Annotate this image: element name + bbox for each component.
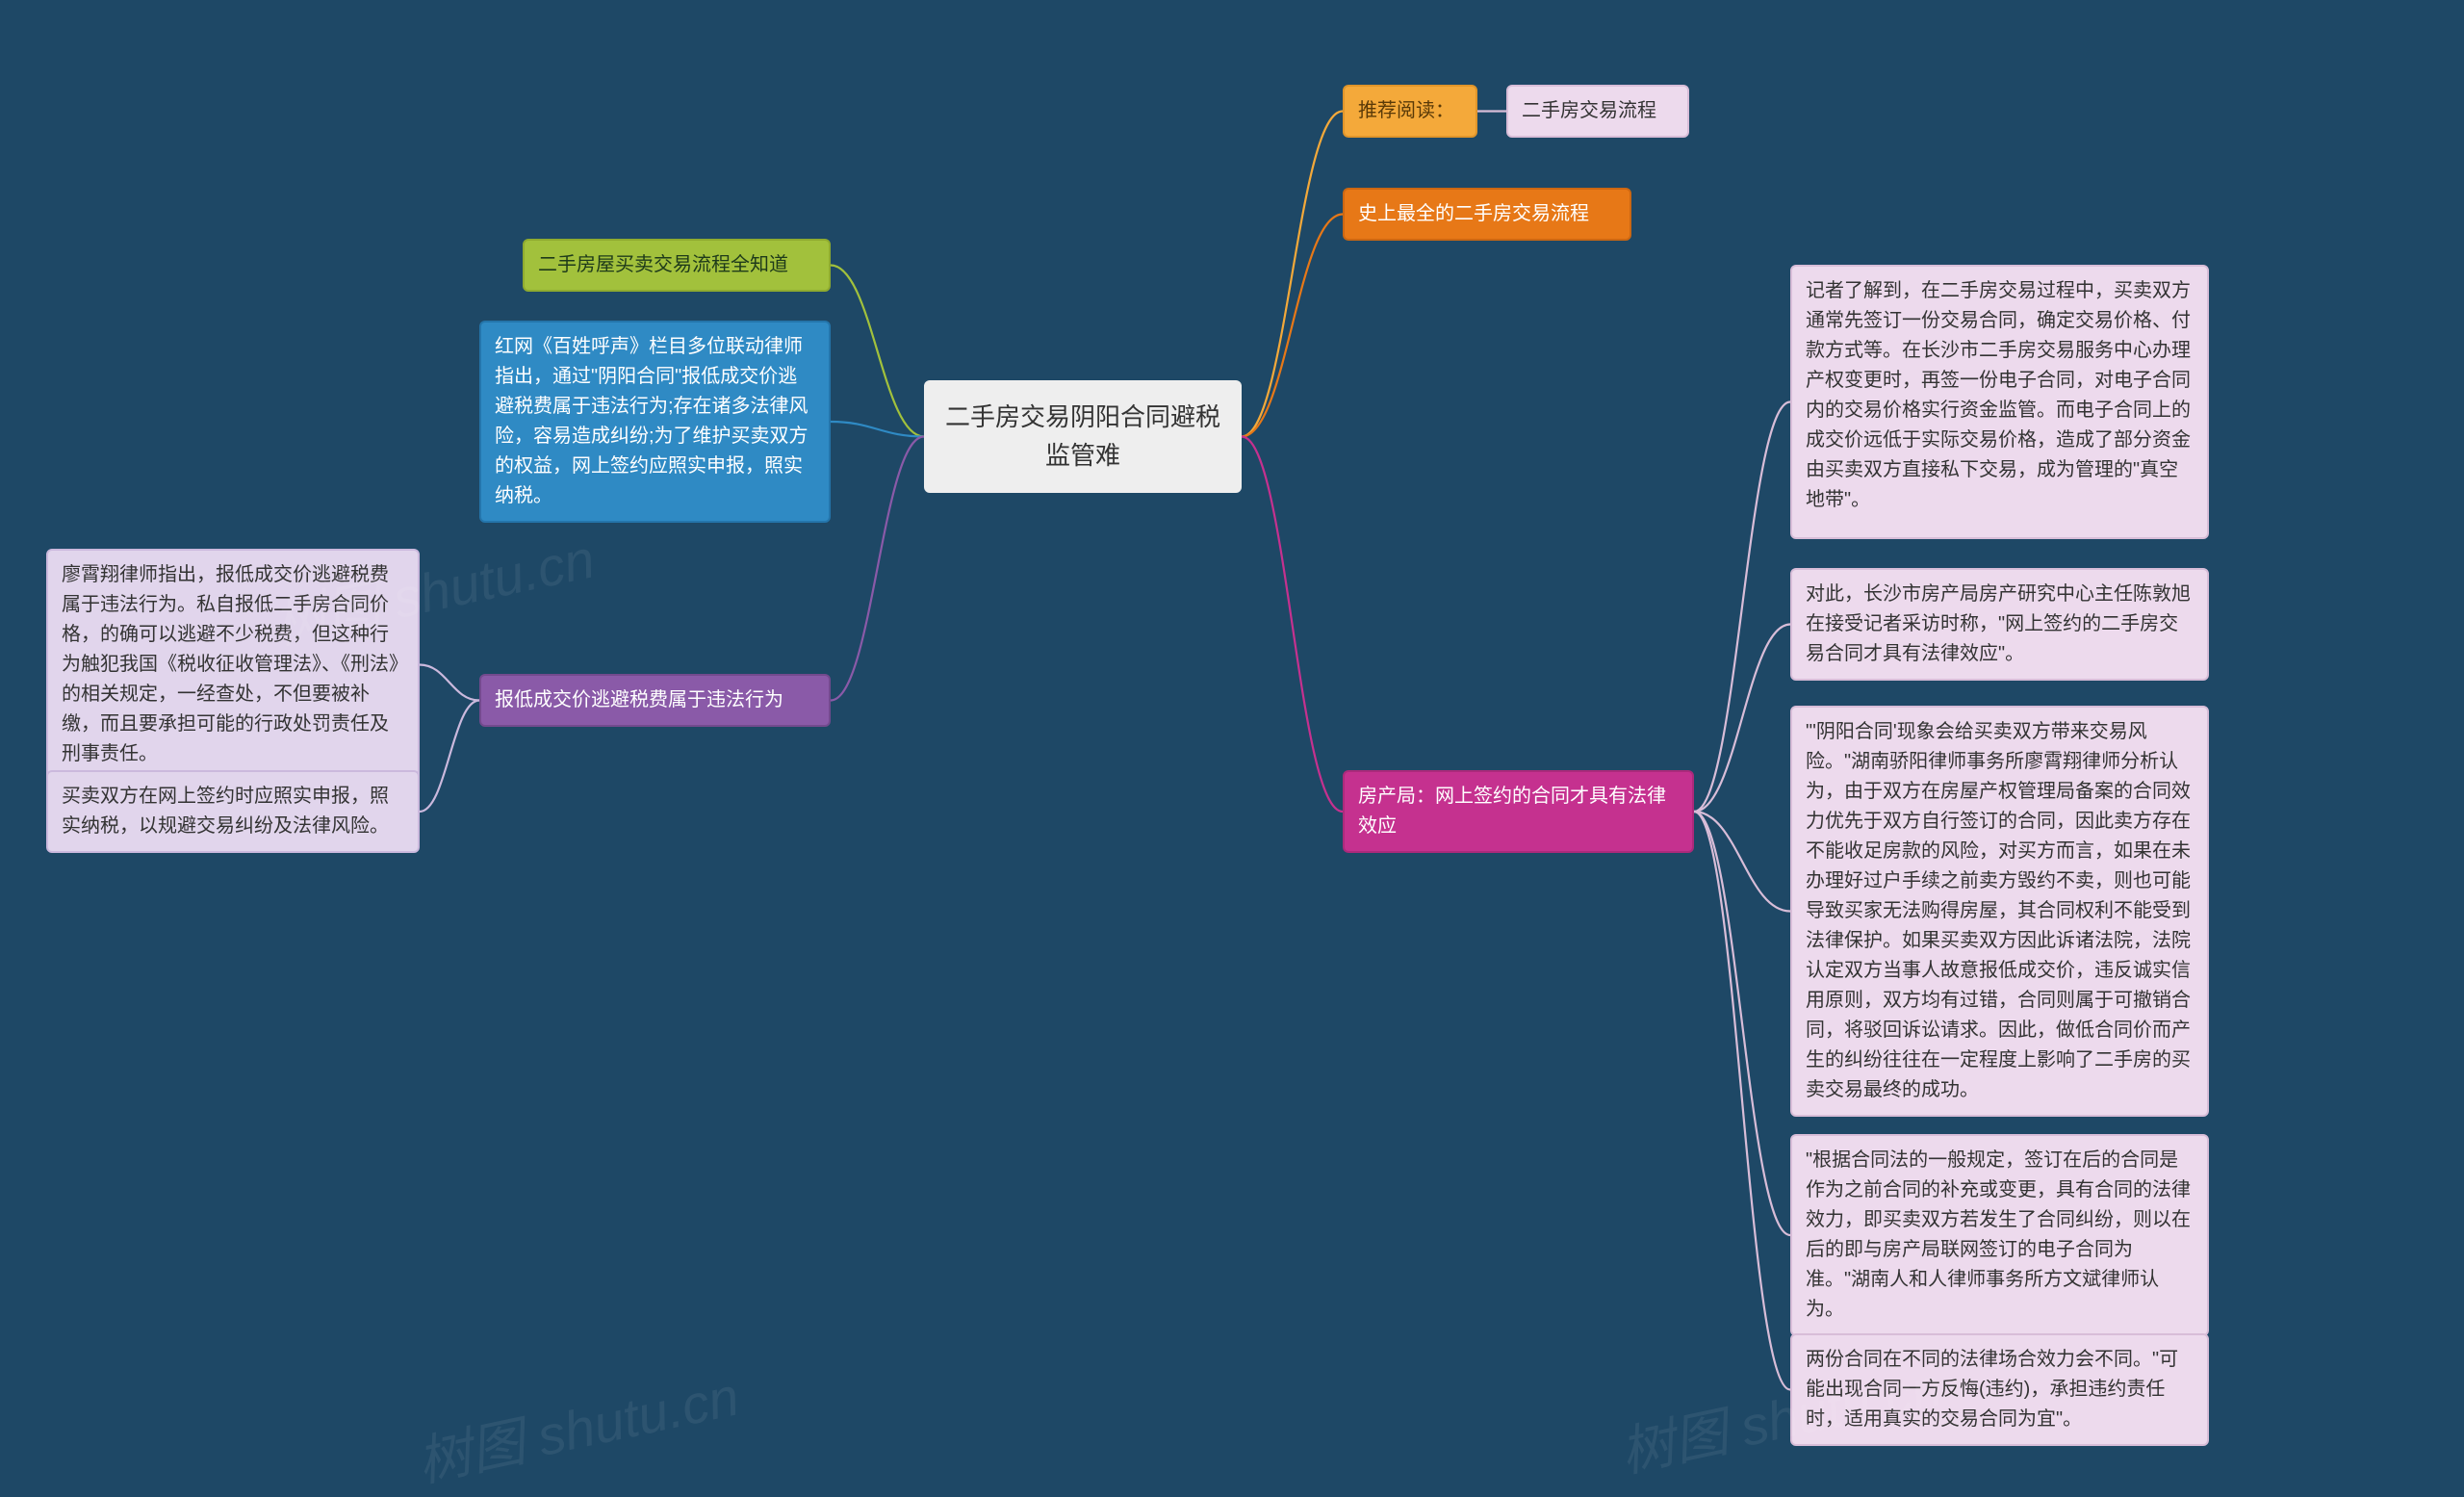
node-r3d-text: "根据合同法的一般规定，签订在后的合同是作为之前合同的补充或变更，具有合同的法律… — [1806, 1149, 2191, 1320]
connector — [420, 665, 479, 701]
node-l3-text: 报低成交价逃避税费属于违法行为 — [495, 689, 783, 710]
node-r3d: "根据合同法的一般规定，签订在后的合同是作为之前合同的补充或变更，具有合同的法律… — [1790, 1134, 2209, 1336]
node-r1-text: 推荐阅读： — [1358, 100, 1454, 121]
node-r1[interactable]: 推荐阅读： — [1343, 85, 1477, 138]
node-l3b-text: 买卖双方在网上签约时应照实申报，照实纳税，以规避交易纠纷及法律风险。 — [62, 786, 389, 837]
node-r3[interactable]: 房产局：网上签约的合同才具有法律效应 — [1343, 770, 1694, 853]
node-r3c: "'阴阳合同'现象会给买卖双方带来交易风险。"湖南骄阳律师事务所廖霄翔律师分析认… — [1790, 706, 2209, 1117]
node-r3a-text: 记者了解到，在二手房交易过程中，买卖双方通常先签订一份交易合同，确定交易价格、付… — [1806, 280, 2191, 510]
node-l2-text: 红网《百姓呼声》栏目多位联动律师指出，通过"阴阳合同"报低成交价逃避税费属于违法… — [495, 336, 808, 506]
node-l3[interactable]: 报低成交价逃避税费属于违法行为 — [479, 674, 831, 727]
connector — [1694, 402, 1790, 813]
node-r2-text: 史上最全的二手房交易流程 — [1358, 203, 1589, 224]
node-r3b-text: 对此，长沙市房产局房产研究中心主任陈敦旭在接受记者采访时称，"网上签约的二手房交… — [1806, 583, 2191, 664]
node-l3a-text: 廖霄翔律师指出，报低成交价逃避税费属于违法行为。私自报低二手房合同价格，的确可以… — [62, 564, 398, 764]
node-r3-text: 房产局：网上签约的合同才具有法律效应 — [1358, 786, 1666, 837]
node-l3b: 买卖双方在网上签约时应照实申报，照实纳税，以规避交易纠纷及法律风险。 — [46, 770, 420, 853]
connector — [1694, 812, 1790, 912]
connector — [1694, 812, 1790, 1390]
node-r3a: 记者了解到，在二手房交易过程中，买卖双方通常先签订一份交易合同，确定交易价格、付… — [1790, 265, 2209, 539]
node-r2[interactable]: 史上最全的二手房交易流程 — [1343, 188, 1631, 241]
connector — [831, 266, 924, 437]
node-l1[interactable]: 二手房屋买卖交易流程全知道 — [523, 239, 831, 292]
connector — [1694, 625, 1790, 813]
connector — [831, 422, 924, 437]
root-text: 二手房交易阴阳合同避税 监管难 — [945, 402, 1220, 470]
connector — [420, 701, 479, 813]
node-l2[interactable]: 红网《百姓呼声》栏目多位联动律师指出，通过"阴阳合同"报低成交价逃避税费属于违法… — [479, 321, 831, 523]
connector — [1694, 812, 1790, 1235]
node-l3a: 廖霄翔律师指出，报低成交价逃避税费属于违法行为。私自报低二手房合同价格，的确可以… — [46, 549, 420, 781]
node-l1-text: 二手房屋买卖交易流程全知道 — [538, 254, 788, 275]
root-node[interactable]: 二手房交易阴阳合同避税 监管难 — [924, 380, 1242, 493]
node-r3e-text: 两份合同在不同的法律场合效力会不同。"可能出现合同一方反悔(违约)，承担违约责任… — [1806, 1349, 2178, 1430]
connector — [1242, 112, 1343, 437]
watermark: 树图 shutu.cn — [409, 1354, 745, 1497]
node-r3c-text: "'阴阳合同'现象会给买卖双方带来交易风险。"湖南骄阳律师事务所廖霄翔律师分析认… — [1806, 721, 2191, 1100]
node-r1a-text: 二手房交易流程 — [1522, 100, 1656, 121]
node-r3e: 两份合同在不同的法律场合效力会不同。"可能出现合同一方反悔(违约)，承担违约责任… — [1790, 1333, 2209, 1446]
connector — [831, 437, 924, 701]
node-r3b: 对此，长沙市房产局房产研究中心主任陈敦旭在接受记者采访时称，"网上签约的二手房交… — [1790, 568, 2209, 681]
connector — [1242, 215, 1343, 437]
node-r1a[interactable]: 二手房交易流程 — [1506, 85, 1689, 138]
connector — [1242, 437, 1343, 813]
